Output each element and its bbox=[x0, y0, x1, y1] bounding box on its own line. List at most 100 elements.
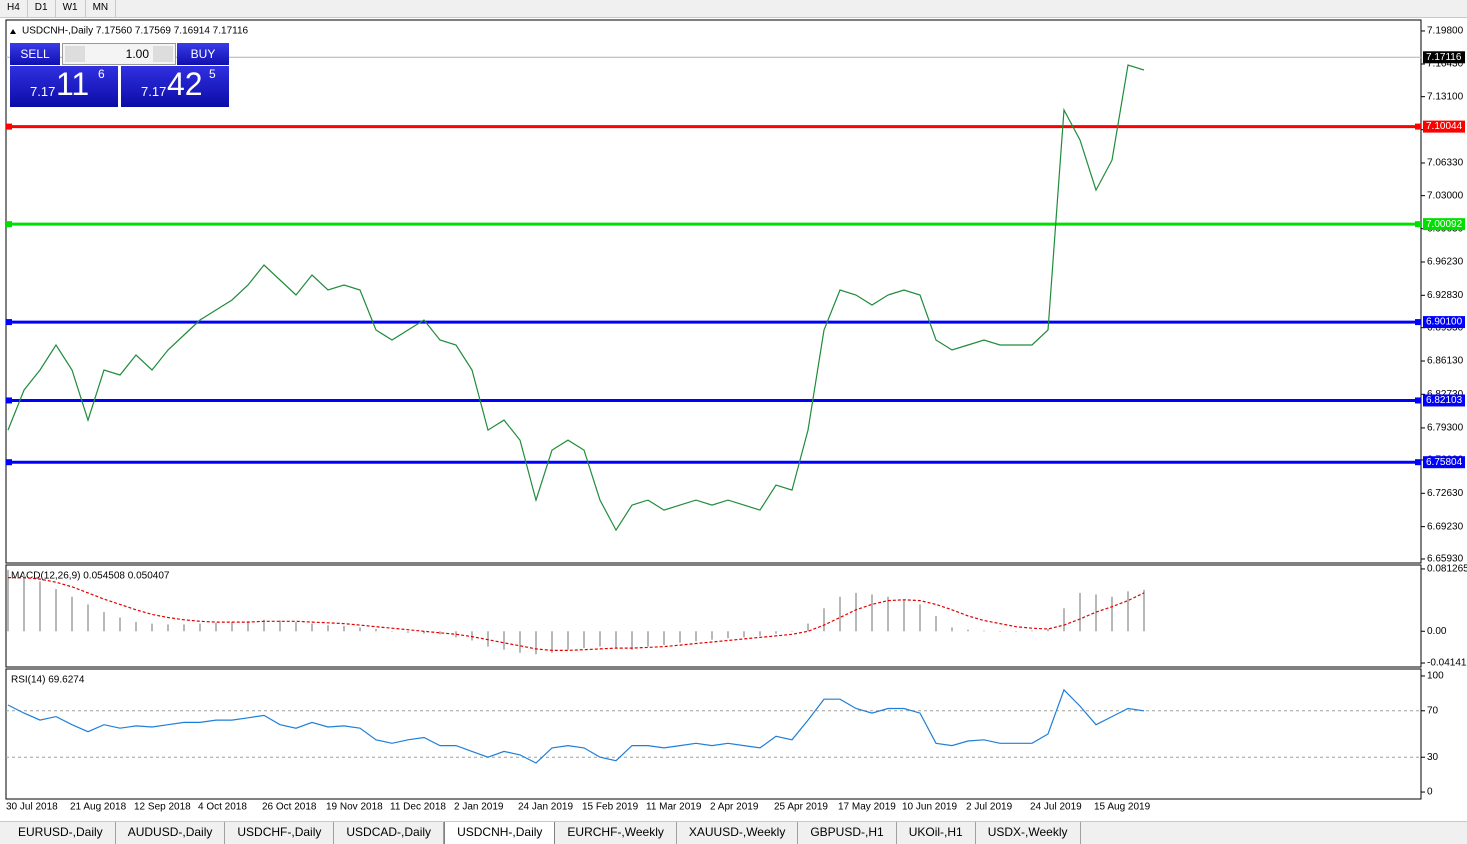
chart-tab[interactable]: USDCAD-,Daily bbox=[334, 822, 445, 844]
histogram-bar bbox=[71, 596, 73, 632]
level-handle bbox=[6, 123, 12, 130]
rsi-frame bbox=[5, 668, 1422, 800]
chart-tab[interactable]: USDX-,Weekly bbox=[976, 822, 1081, 844]
histogram-bar bbox=[647, 631, 649, 647]
chart-tab[interactable]: XAUUSD-,Weekly bbox=[677, 822, 799, 844]
histogram-bar bbox=[535, 631, 537, 655]
chart-tab[interactable]: EURCHF-,Weekly bbox=[555, 822, 677, 844]
histogram-bar bbox=[1015, 631, 1017, 632]
series-line bbox=[7, 688, 1145, 764]
y-tick-label: 6.86130 bbox=[1427, 356, 1464, 367]
level-label: 6.82103 bbox=[1426, 395, 1463, 406]
histogram-bar bbox=[503, 631, 505, 650]
chart-tabs: EURUSD-,Daily AUDUSD-,Daily USDCHF-,Daily U… bbox=[0, 821, 1467, 844]
histogram-bar bbox=[183, 624, 185, 632]
histogram-bar bbox=[455, 631, 457, 638]
histogram-bar bbox=[487, 631, 489, 647]
lot-down[interactable] bbox=[65, 46, 85, 62]
histogram-bar bbox=[391, 631, 393, 632]
histogram-bar bbox=[599, 631, 601, 647]
y-tick-label: 30 bbox=[1427, 752, 1439, 763]
y-tick-label: 6.72630 bbox=[1427, 488, 1464, 499]
level-label-box bbox=[1423, 456, 1465, 469]
y-tick-label: 7.03000 bbox=[1427, 190, 1464, 201]
histogram-bar bbox=[967, 629, 969, 632]
buy-button[interactable]: BUY bbox=[177, 43, 229, 65]
histogram-bar bbox=[231, 622, 233, 632]
histogram-bar bbox=[631, 631, 633, 650]
histogram-bar bbox=[871, 594, 873, 632]
chart-tab[interactable]: EURUSD-,Daily bbox=[6, 822, 116, 844]
series-line bbox=[7, 64, 1145, 532]
price-point: 5 bbox=[209, 67, 216, 81]
histogram-bar bbox=[167, 624, 169, 632]
y-tick-label: -0.041412 bbox=[1427, 658, 1467, 669]
chart-tab[interactable]: UKOil-,H1 bbox=[897, 822, 976, 844]
y-tick-label: 7.13100 bbox=[1427, 91, 1464, 102]
histogram-bar bbox=[951, 627, 953, 632]
histogram-bar bbox=[679, 631, 681, 643]
x-tick-label: 2 Apr 2019 bbox=[710, 802, 759, 813]
histogram-bar bbox=[343, 625, 345, 632]
histogram-bar bbox=[615, 631, 617, 649]
histogram-bar bbox=[1111, 596, 1113, 632]
current-price-label: 7.17116 bbox=[1426, 52, 1462, 63]
histogram-bar bbox=[519, 631, 521, 653]
chart-tab[interactable]: USDCNH-,Daily bbox=[444, 822, 556, 844]
level-handle bbox=[1415, 319, 1421, 326]
histogram-bar bbox=[999, 631, 1001, 632]
histogram-bar bbox=[471, 631, 473, 641]
histogram-bar bbox=[983, 630, 985, 632]
indicator-title: MACD(12,26,9) 0.054508 0.050407 bbox=[11, 571, 170, 582]
histogram-bar bbox=[775, 631, 777, 634]
histogram-bar bbox=[727, 631, 729, 639]
level-label: 7.00092 bbox=[1426, 219, 1463, 230]
indicator-title: RSI(14) 69.6274 bbox=[11, 675, 85, 686]
timeframe-button[interactable]: W1 bbox=[56, 0, 86, 17]
y-tick-label: 0 bbox=[1427, 787, 1433, 798]
y-tick-label: 100 bbox=[1427, 671, 1444, 682]
buy-price[interactable]: 7.17 42 5 bbox=[121, 66, 229, 107]
indicator-title: USDCNH-,Daily 7.17560 7.17569 7.16914 7.… bbox=[22, 26, 249, 37]
level-handle bbox=[1415, 397, 1421, 404]
histogram-bar bbox=[311, 623, 313, 632]
level-label-box bbox=[1423, 120, 1465, 133]
lot-up[interactable] bbox=[153, 46, 173, 62]
timeframe-button[interactable]: MN bbox=[86, 0, 117, 17]
histogram-bar bbox=[119, 617, 121, 632]
y-tick-label: 7.06330 bbox=[1427, 158, 1464, 169]
histogram-bar bbox=[439, 631, 441, 635]
level-label: 7.10044 bbox=[1426, 121, 1463, 132]
timeframe-button[interactable]: D1 bbox=[28, 0, 56, 17]
level-label-box bbox=[1423, 394, 1465, 407]
sell-button[interactable]: SELL bbox=[10, 43, 60, 65]
histogram-bar bbox=[551, 631, 553, 653]
sell-price[interactable]: 7.17 11 6 bbox=[10, 66, 118, 107]
one-click-trading: SELL 1.00 BUY 7.17 11 6 7.17 42 5 bbox=[10, 43, 229, 107]
chart: USDCNH-,Daily 7.17560 7.17569 7.16914 7.… bbox=[5, 19, 1467, 813]
chart-tab[interactable]: AUDUSD-,Daily bbox=[116, 822, 226, 844]
histogram-bar bbox=[215, 622, 217, 632]
y-tick-label: 6.82730 bbox=[1427, 389, 1464, 400]
histogram-bar bbox=[1143, 589, 1145, 632]
chart-tab[interactable]: USDCHF-,Daily bbox=[225, 822, 335, 844]
lot-size[interactable]: 1.00 bbox=[125, 47, 149, 61]
chart-tab[interactable]: GBPUSD-,H1 bbox=[798, 822, 897, 844]
price-point: 6 bbox=[98, 67, 105, 81]
histogram-bar bbox=[1047, 628, 1049, 632]
collapse-icon[interactable] bbox=[10, 29, 16, 34]
current-price-box bbox=[1423, 51, 1465, 64]
y-tick-label: 7.19800 bbox=[1427, 26, 1464, 37]
x-tick-label: 10 Jun 2019 bbox=[902, 802, 957, 813]
histogram-bar bbox=[103, 612, 105, 632]
x-tick-label: 12 Sep 2018 bbox=[134, 802, 191, 813]
y-tick-label: 6.92830 bbox=[1427, 290, 1464, 301]
x-tick-label: 4 Oct 2018 bbox=[198, 802, 247, 813]
histogram-bar bbox=[7, 569, 9, 632]
x-tick-label: 24 Jan 2019 bbox=[518, 802, 573, 813]
timeframe-button[interactable]: H4 bbox=[0, 0, 28, 17]
price-prefix: 7.17 bbox=[30, 84, 56, 99]
x-tick-label: 25 Apr 2019 bbox=[774, 802, 828, 813]
x-tick-label: 2 Jul 2019 bbox=[966, 802, 1013, 813]
y-tick-label: 6.79300 bbox=[1427, 423, 1464, 434]
